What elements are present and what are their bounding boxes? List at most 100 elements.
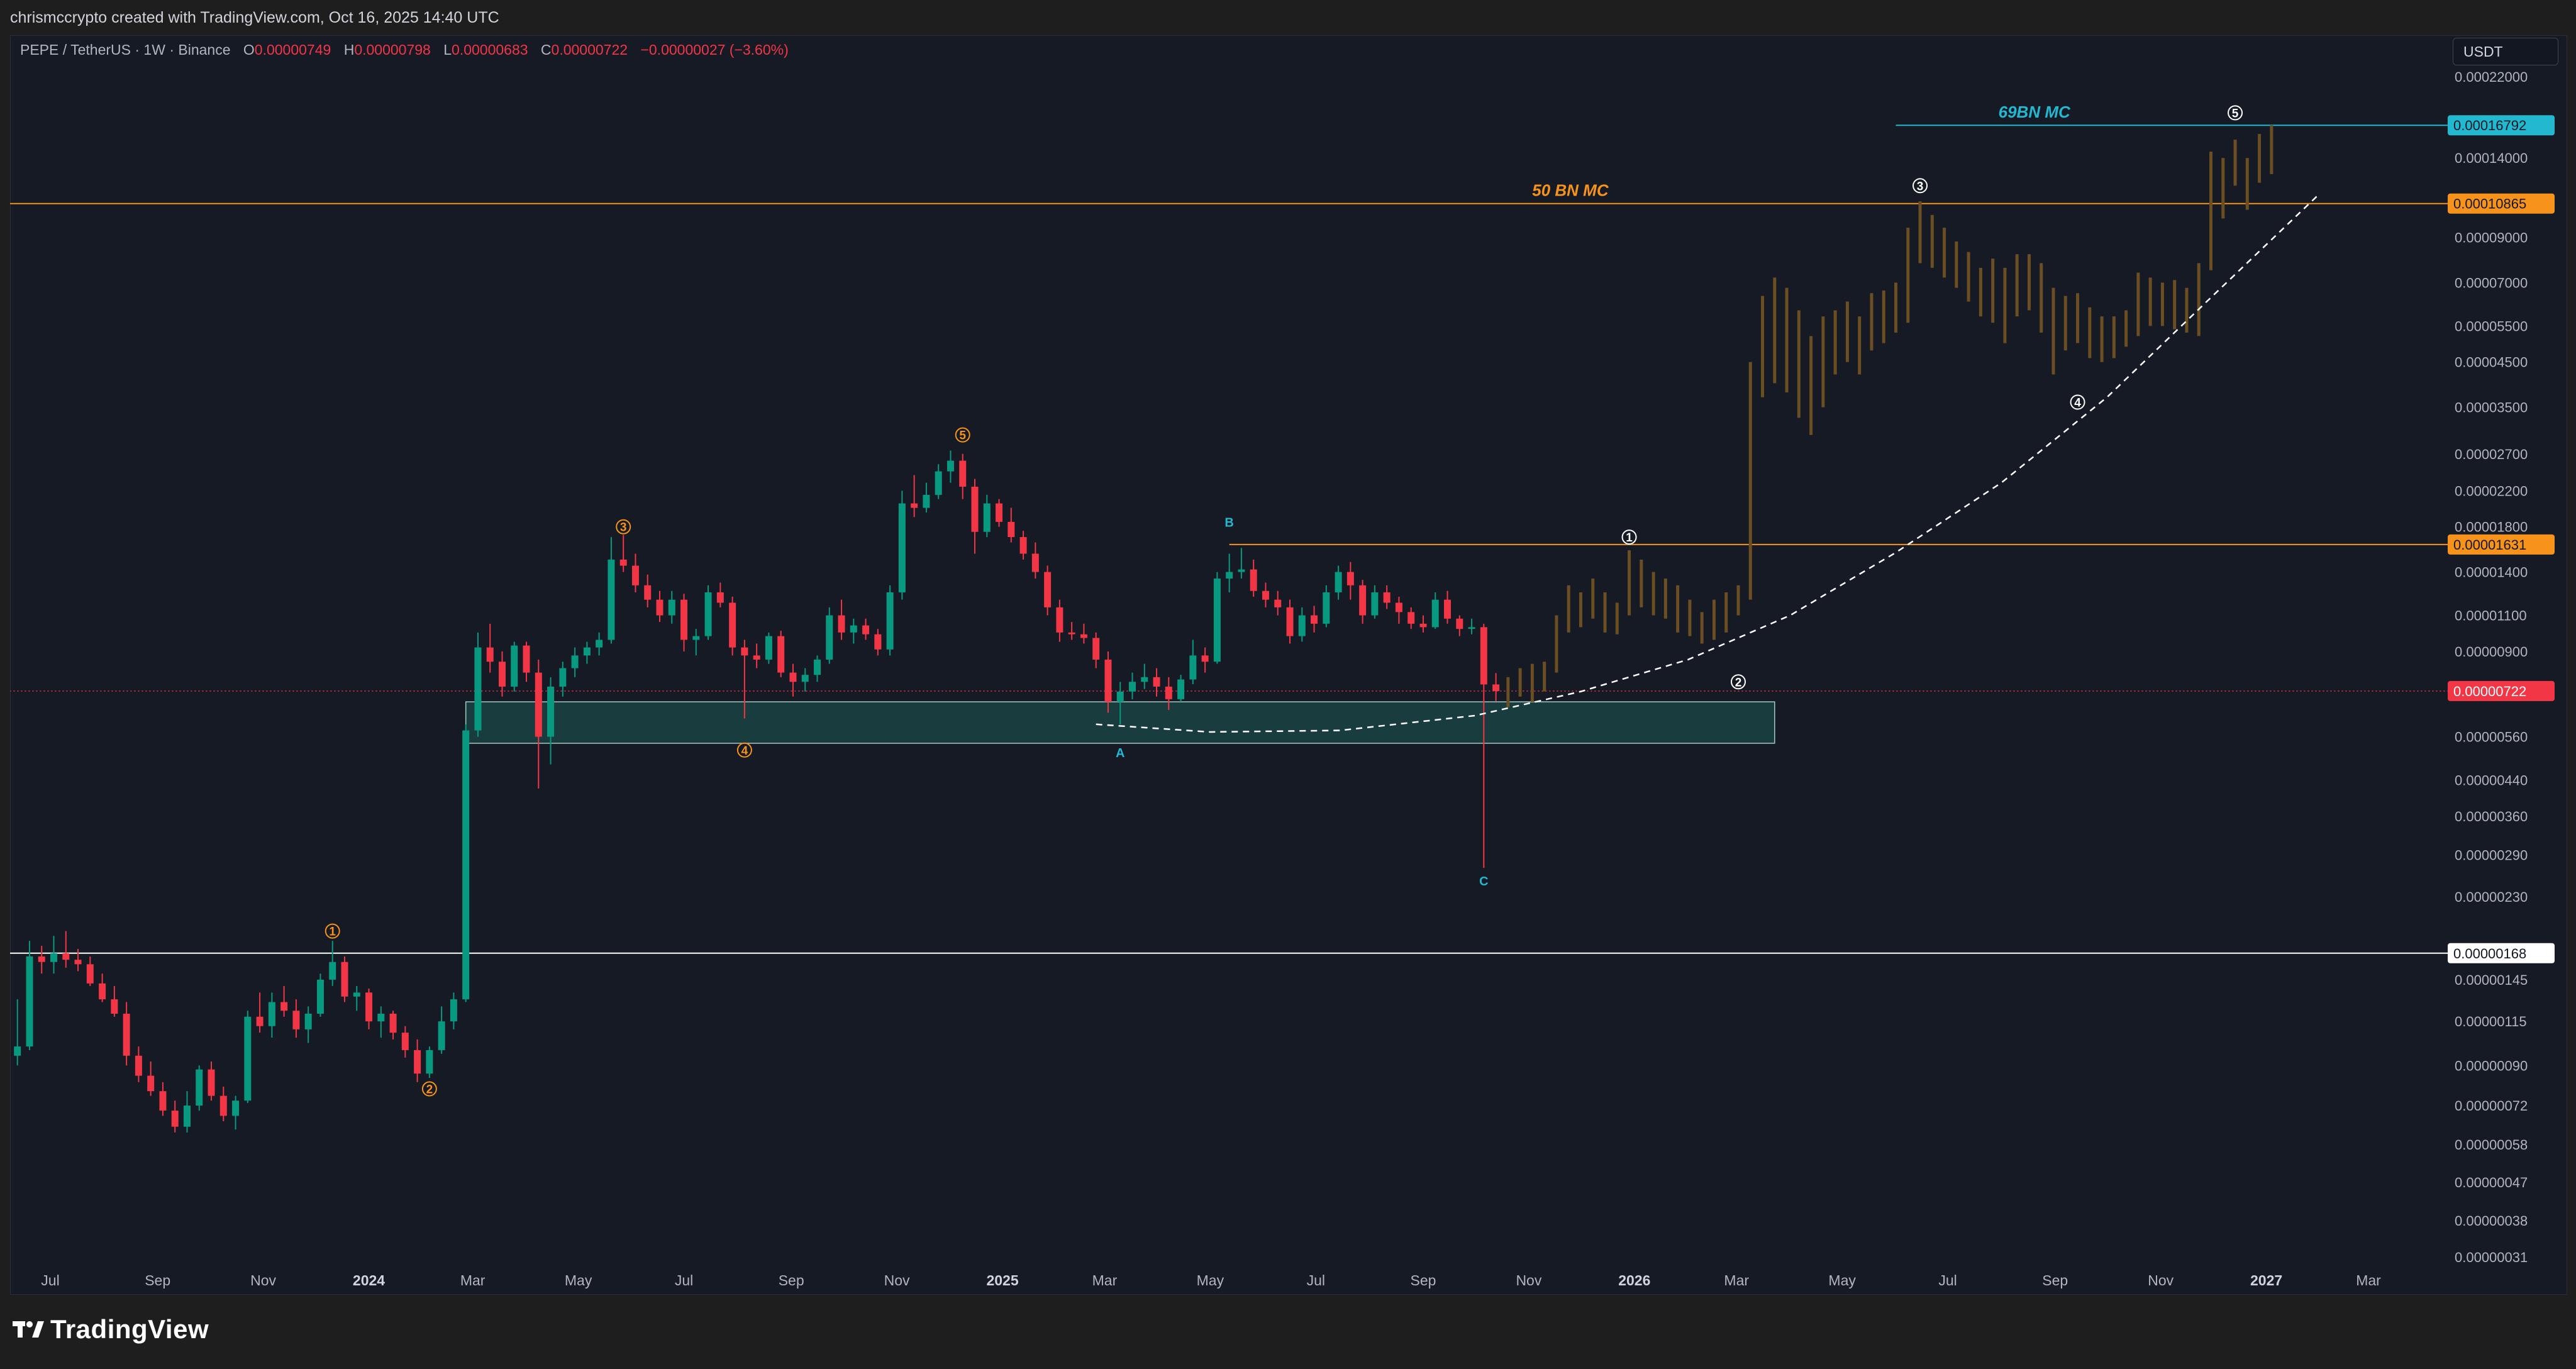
chart-frame[interactable] bbox=[10, 35, 2567, 1295]
candle-body bbox=[135, 1055, 142, 1076]
candle-body bbox=[62, 953, 70, 960]
x-tick-label: 2025 bbox=[986, 1272, 1018, 1289]
projection-bar bbox=[1640, 559, 1643, 607]
candle-body bbox=[608, 559, 615, 640]
candle-body bbox=[1286, 607, 1294, 636]
brand[interactable]: TradingView bbox=[13, 1314, 209, 1344]
y-tick-label: 0.00022000 bbox=[2455, 69, 2528, 85]
projection-curve bbox=[1096, 192, 2321, 733]
wave-marker bbox=[2228, 105, 2243, 121]
projection-bar bbox=[1530, 663, 1534, 702]
projection-bar bbox=[2270, 125, 2273, 174]
y-tick-label: 0.00001100 bbox=[2455, 608, 2527, 624]
candle-body bbox=[996, 503, 1003, 522]
created-by-text: chrismccrypto created with TradingView.c… bbox=[10, 9, 499, 26]
candle-body bbox=[729, 602, 736, 648]
currency-selector[interactable]: USDT bbox=[2453, 38, 2558, 65]
y-tick-label: 0.00002200 bbox=[2455, 483, 2528, 499]
candle-body bbox=[680, 599, 688, 640]
x-tick-label: Mar bbox=[1092, 1272, 1118, 1289]
x-tick-label: Nov bbox=[1516, 1272, 1541, 1289]
candle-body bbox=[911, 503, 918, 508]
candle-body bbox=[668, 599, 675, 616]
candle-body bbox=[219, 1095, 227, 1116]
y-tick-label: 0.00000090 bbox=[2455, 1058, 2528, 1073]
projection-bar bbox=[1567, 585, 1570, 633]
candle-body bbox=[813, 659, 821, 675]
candle-body bbox=[14, 1046, 21, 1056]
y-tick-label: 0.00000900 bbox=[2455, 644, 2528, 660]
candle-body bbox=[304, 1014, 312, 1029]
projection-bar bbox=[2076, 293, 2080, 343]
candle-body bbox=[1371, 592, 1379, 616]
candle-body bbox=[401, 1033, 409, 1050]
candle-body bbox=[704, 592, 712, 636]
projection-bar bbox=[2197, 263, 2201, 336]
x-tick-label: Sep bbox=[1411, 1272, 1436, 1289]
wave-marker bbox=[616, 519, 631, 535]
y-tick-label: 0.00001400 bbox=[2455, 565, 2528, 580]
candle-body bbox=[886, 592, 894, 650]
projection-bar bbox=[1845, 301, 1849, 362]
projection-bar bbox=[2233, 140, 2237, 186]
candle-body bbox=[99, 983, 106, 1000]
projection-bar bbox=[2258, 134, 2262, 183]
wave-number: 5 bbox=[959, 430, 966, 443]
projection-bar bbox=[1773, 277, 1777, 384]
y-tick-label: 0.00005500 bbox=[2455, 318, 2528, 334]
projection-bar bbox=[2112, 316, 2116, 358]
candle-body bbox=[1383, 592, 1391, 603]
candle-body bbox=[959, 460, 967, 487]
candle-body bbox=[498, 662, 506, 687]
candle-body bbox=[1311, 615, 1318, 624]
candle-body bbox=[316, 979, 324, 1014]
wave-number: 2 bbox=[1735, 676, 1742, 689]
projection-bar bbox=[1555, 615, 1558, 673]
candle-body bbox=[559, 668, 567, 687]
x-tick-label: Jul bbox=[1938, 1272, 1957, 1289]
tradingview-logo-icon bbox=[13, 1321, 44, 1338]
projection-bar bbox=[2148, 277, 2152, 326]
candle-body bbox=[947, 460, 954, 472]
x-tick-label: Nov bbox=[884, 1272, 910, 1289]
projection-bar bbox=[1688, 599, 1692, 636]
y-tick-label: 0.00007000 bbox=[2455, 275, 2528, 291]
candle-body bbox=[1129, 682, 1136, 692]
candle-body bbox=[377, 1014, 385, 1022]
candle-body bbox=[656, 599, 663, 616]
candle-body bbox=[935, 471, 942, 495]
wave-number: 3 bbox=[1917, 180, 1924, 193]
candle-body bbox=[983, 503, 991, 532]
projection-bar bbox=[1797, 310, 1801, 418]
candle-body bbox=[511, 645, 518, 687]
candle-body bbox=[826, 615, 833, 660]
symbol-name[interactable]: PEPE / TetherUS · 1W · Binance bbox=[20, 42, 231, 58]
candle-body bbox=[159, 1091, 167, 1111]
candle-body bbox=[292, 1011, 300, 1029]
wave-marker bbox=[1730, 674, 1746, 690]
projection-bar bbox=[2124, 310, 2128, 347]
projection-bar bbox=[1979, 267, 1982, 317]
candle-body bbox=[789, 672, 797, 682]
projection-bar bbox=[2003, 267, 2007, 343]
projection-bar bbox=[2100, 316, 2104, 362]
candle-body bbox=[1044, 572, 1052, 607]
candle-body bbox=[1141, 677, 1148, 682]
candle-body bbox=[147, 1075, 155, 1092]
price-badge-label: 0.00001631 bbox=[2453, 537, 2526, 553]
wave-number: 4 bbox=[741, 745, 748, 758]
candle-body bbox=[353, 992, 360, 997]
wave-marker bbox=[1621, 529, 1637, 545]
candle-body bbox=[208, 1069, 215, 1096]
projection-bar bbox=[1543, 662, 1546, 692]
candle-body bbox=[1116, 691, 1124, 702]
brand-name: TradingView bbox=[50, 1314, 209, 1344]
candle-body bbox=[571, 655, 579, 668]
candle-body bbox=[596, 640, 603, 648]
candle-body bbox=[232, 1100, 240, 1116]
projection-bar bbox=[1615, 602, 1619, 635]
x-tick-label: Mar bbox=[460, 1272, 486, 1289]
projection-bar bbox=[1724, 592, 1728, 633]
projection-bar bbox=[1676, 585, 1680, 633]
